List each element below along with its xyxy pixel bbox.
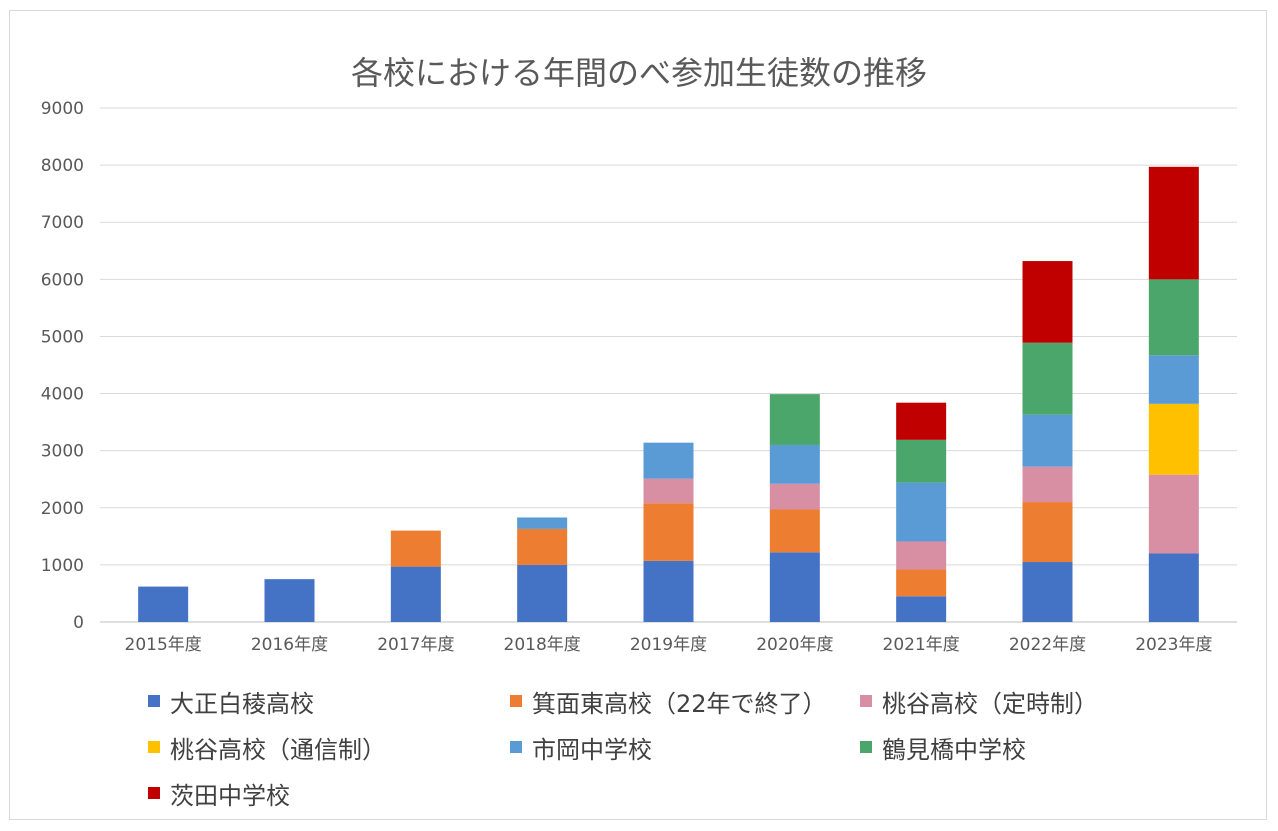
bar-segment	[896, 482, 947, 542]
bar-segment	[1022, 466, 1073, 503]
bar-segment	[896, 569, 947, 597]
y-tick-label: 6000	[41, 270, 84, 290]
y-axis-ticks: 0 1000 2000 3000 4000 5000 6000 7000 8000 9000	[41, 99, 84, 633]
y-tick-label: 1000	[41, 556, 84, 576]
bar-segment	[896, 596, 947, 622]
legend-swatch	[148, 695, 160, 707]
bar-segment	[1022, 562, 1073, 622]
y-tick-label: 3000	[41, 442, 84, 462]
bar-segment	[517, 517, 568, 529]
legend-item: 鶴見橋中学校	[860, 730, 1026, 764]
y-tick-label: 7000	[41, 213, 84, 233]
bar-segment	[1148, 553, 1199, 622]
legend-item: 市岡中学校	[510, 730, 652, 764]
bar-segment	[643, 560, 694, 622]
y-tick-label: 2000	[41, 499, 84, 519]
bar-segment	[517, 564, 568, 622]
bar-segment	[643, 478, 694, 504]
bars	[138, 166, 1199, 622]
y-tick-label: 5000	[41, 327, 84, 347]
bar-segment	[643, 503, 694, 561]
x-axis-ticks: 2015年度 2016年度 2017年度 2018年度 2019年度 2020年度 2021…	[125, 635, 1213, 655]
x-tick-label: 2017年度	[377, 635, 454, 655]
legend-swatch	[860, 741, 872, 753]
bar-segment	[1022, 414, 1073, 467]
legend-swatch	[510, 695, 522, 707]
legend-label: 茨田中学校	[170, 781, 290, 810]
y-tick-label: 9000	[41, 99, 84, 119]
y-tick-label: 0	[73, 613, 84, 633]
bar-segment	[643, 442, 694, 479]
legend-label: 箕面東高校（22年で終了）	[532, 689, 827, 718]
bar-segment	[1022, 342, 1073, 415]
legend-item: 桃谷高校（通信制）	[148, 730, 386, 764]
legend-item: 大正白稜高校	[148, 684, 314, 718]
legend-item: 桃谷高校（定時制）	[860, 684, 1098, 718]
y-tick-label: 4000	[41, 385, 84, 405]
x-tick-label: 2020年度	[756, 635, 833, 655]
bar-segment	[1022, 261, 1073, 343]
bar-segment	[769, 552, 820, 622]
legend-label: 桃谷高校（通信制）	[170, 735, 386, 764]
chart-plot: 0 1000 2000 3000 4000 5000 6000 7000 8000 9000 20…	[41, 99, 1237, 655]
bar-segment	[769, 509, 820, 553]
x-tick-label: 2021年度	[883, 635, 960, 655]
legend-swatch	[148, 787, 160, 799]
legend-item: 箕面東高校（22年で終了）	[510, 684, 827, 718]
x-tick-label: 2022年度	[1009, 635, 1086, 655]
legend-swatch	[860, 695, 872, 707]
bar-segment	[138, 586, 189, 622]
bar-segment	[390, 530, 441, 567]
legend-swatch	[510, 741, 522, 753]
x-tick-label: 2019年度	[630, 635, 707, 655]
bar-segment	[264, 579, 315, 622]
bar-segment	[896, 541, 947, 570]
bar-segment	[896, 439, 947, 483]
chart-title: 各校における年間のべ参加生徒数の推移	[350, 54, 927, 92]
legend-label: 市岡中学校	[532, 735, 652, 764]
bar-segment	[769, 483, 820, 510]
bar-segment	[1148, 166, 1199, 280]
bar-segment	[1148, 474, 1199, 554]
legend-label: 桃谷高校（定時制）	[882, 689, 1098, 718]
x-tick-label: 2015年度	[125, 635, 202, 655]
bar-segment	[769, 444, 820, 484]
bar-segment	[1022, 502, 1073, 563]
legend-label: 鶴見橋中学校	[882, 735, 1026, 764]
legend-item: 茨田中学校	[148, 776, 290, 810]
bar-segment	[1148, 279, 1199, 356]
x-tick-label: 2023年度	[1135, 635, 1212, 655]
bar-segment	[517, 528, 568, 565]
bar-segment	[390, 566, 441, 622]
legend-swatch	[148, 741, 160, 753]
x-tick-label: 2018年度	[504, 635, 581, 655]
legend-label: 大正白稜高校	[170, 689, 314, 718]
bar-segment	[1148, 355, 1199, 404]
x-tick-label: 2016年度	[251, 635, 328, 655]
bar-segment	[896, 402, 947, 440]
y-tick-label: 8000	[41, 156, 84, 176]
bar-segment	[769, 394, 820, 445]
bar-segment	[1148, 403, 1199, 475]
